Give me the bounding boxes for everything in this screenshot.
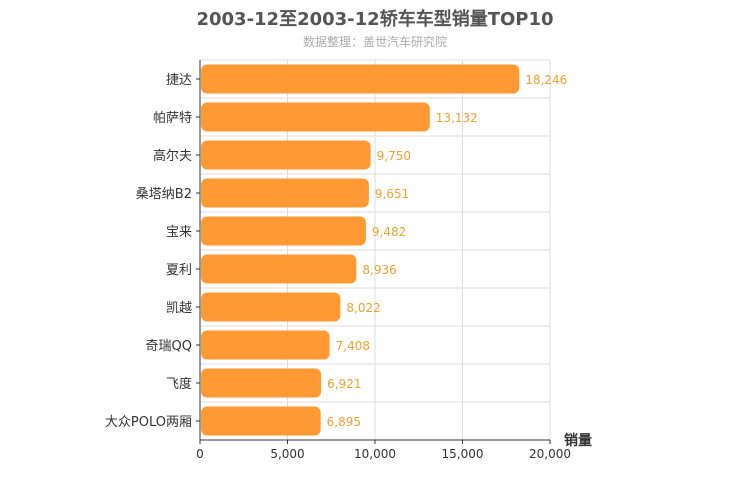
bar xyxy=(201,216,366,246)
x-tick-label: 20,000 xyxy=(529,447,571,461)
value-label: 7,408 xyxy=(336,339,370,353)
bar xyxy=(201,292,341,322)
category-label: 帕萨特 xyxy=(153,111,192,126)
x-tick-label: 15,000 xyxy=(442,447,484,461)
value-label: 18,246 xyxy=(525,73,567,87)
bar xyxy=(201,254,357,284)
x-tick-label: 0 xyxy=(196,447,204,461)
category-label: 高尔夫 xyxy=(153,148,192,164)
value-label: 13,132 xyxy=(436,111,478,125)
bar xyxy=(201,64,520,94)
category-label: 大众POLO两厢 xyxy=(105,415,192,430)
chart-subtitle: 数据整理：盖世汽车研究院 xyxy=(302,35,447,49)
x-tick-label: 5,000 xyxy=(270,447,304,461)
category-label: 夏利 xyxy=(166,263,192,278)
category-label: 宝来 xyxy=(166,225,192,240)
bar xyxy=(201,102,430,132)
category-label: 捷达 xyxy=(166,73,192,88)
value-label: 6,921 xyxy=(327,377,361,391)
value-label: 9,750 xyxy=(377,149,411,163)
value-label: 8,936 xyxy=(362,263,396,277)
value-label: 8,022 xyxy=(346,301,380,315)
bar xyxy=(201,330,330,360)
value-label: 9,482 xyxy=(372,225,406,239)
category-label: 飞度 xyxy=(166,376,192,392)
bar xyxy=(201,368,322,398)
category-label: 奇瑞QQ xyxy=(146,338,192,354)
value-label: 9,651 xyxy=(375,187,409,201)
value-label: 6,895 xyxy=(327,415,361,429)
category-label: 桑塔纳B2 xyxy=(136,187,192,202)
bar xyxy=(201,406,321,436)
chart-title: 2003-12至2003-12轿车车型销量TOP10 xyxy=(196,9,554,30)
category-label: 凯越 xyxy=(166,301,192,316)
bar xyxy=(201,140,371,170)
bar xyxy=(201,178,369,208)
x-axis-label: 销量 xyxy=(564,432,592,449)
x-tick-label: 10,000 xyxy=(354,447,396,461)
